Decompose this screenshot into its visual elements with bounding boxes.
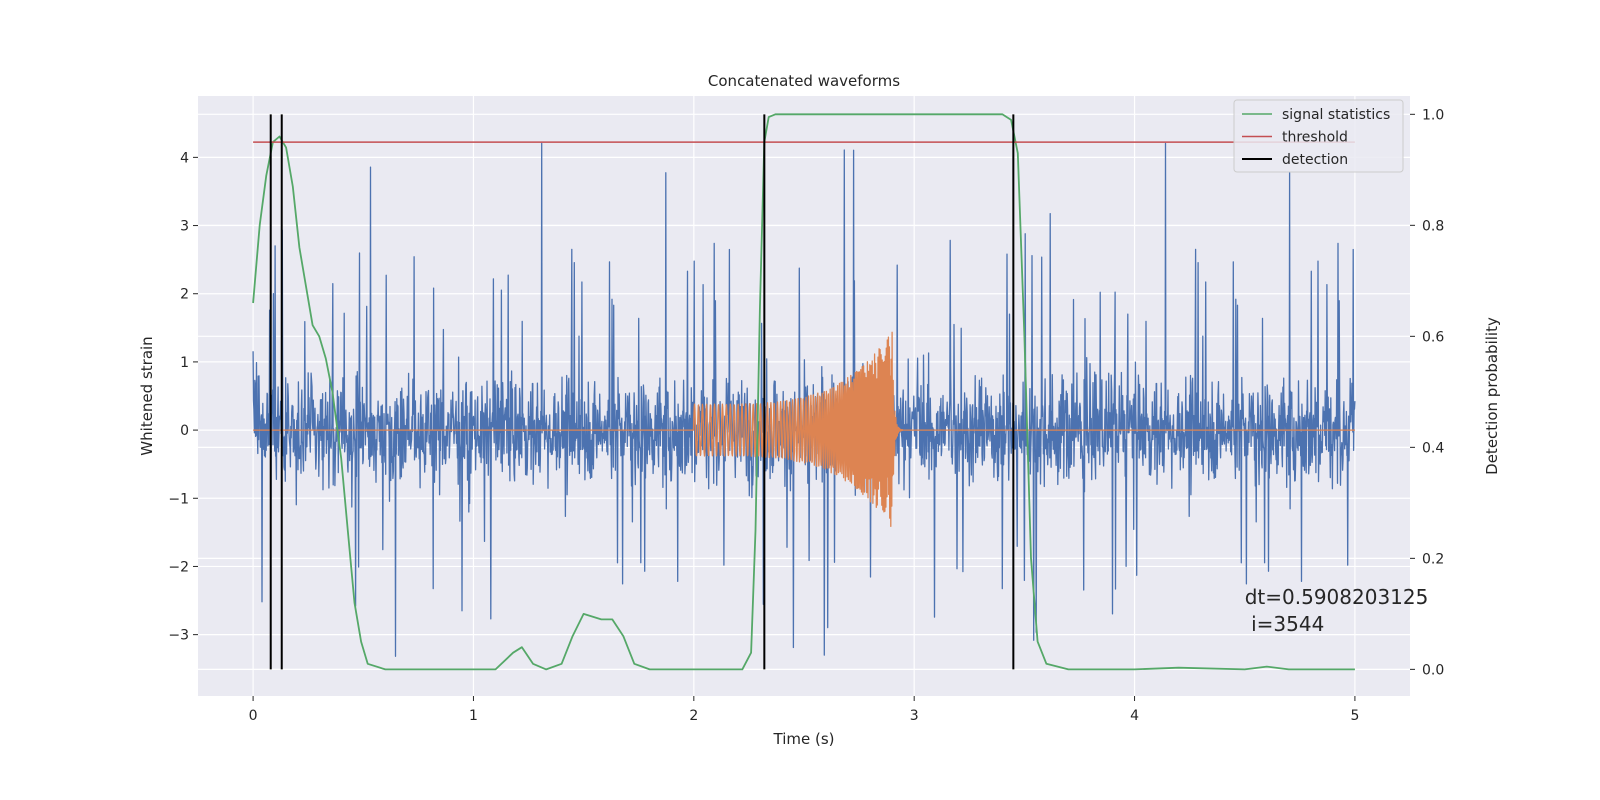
legend-label-signal-statistics: signal statistics [1282,107,1390,123]
annotations: dt=0.5908203125 i=3544 [1245,585,1429,636]
y2-tick-label: 0.2 [1422,551,1444,567]
chart-title: Concatenated waveforms [708,72,900,90]
y-tick-label: −2 [168,559,189,575]
y2-axis-label: Detection probability [1483,317,1501,475]
y-tick-label: 4 [180,150,189,166]
x-tick-label: 4 [1130,708,1139,724]
x-tick-label: 1 [469,708,478,724]
legend-box [1233,99,1404,173]
y-tick-label: 0 [180,423,189,439]
x-tick-label: 0 [249,708,258,724]
axes-layer: 0 1 2 3 4 5 −3 −2 −1 0 1 2 3 4 0.0 0.2 0.4 0.6 0.8 1.0 [168,107,1444,724]
y2-tick-label: 0.6 [1422,329,1444,345]
signal-statistics-line [252,113,1355,671]
x-tick-label: 3 [910,708,919,724]
legend: signal statistics threshold detection [1233,99,1404,173]
x-tick-label: 2 [689,708,698,724]
y-tick-label: 2 [180,287,189,303]
series-layer [252,113,1356,671]
legend-label-detection: detection [1282,152,1348,168]
x-tick-label: 5 [1350,708,1359,724]
y-tick-label: −3 [168,628,189,644]
y-tick-label: −1 [168,491,189,507]
annotation-i: i=3544 [1245,612,1325,636]
chirp-series-line [252,331,1356,528]
annotation-dt: dt=0.5908203125 [1245,585,1429,609]
y2-tick-label: 0.4 [1422,440,1444,456]
y2-tick-label: 0.0 [1422,662,1444,678]
legend-label-threshold: threshold [1282,130,1348,146]
x-axis-label: Time (s) [773,730,835,748]
y-tick-label: 3 [180,219,189,235]
y-tick-label: 1 [180,355,189,371]
y-axis-label: Whitened strain [138,336,156,455]
y2-tick-label: 1.0 [1422,107,1444,123]
y2-tick-label: 0.8 [1422,218,1444,234]
